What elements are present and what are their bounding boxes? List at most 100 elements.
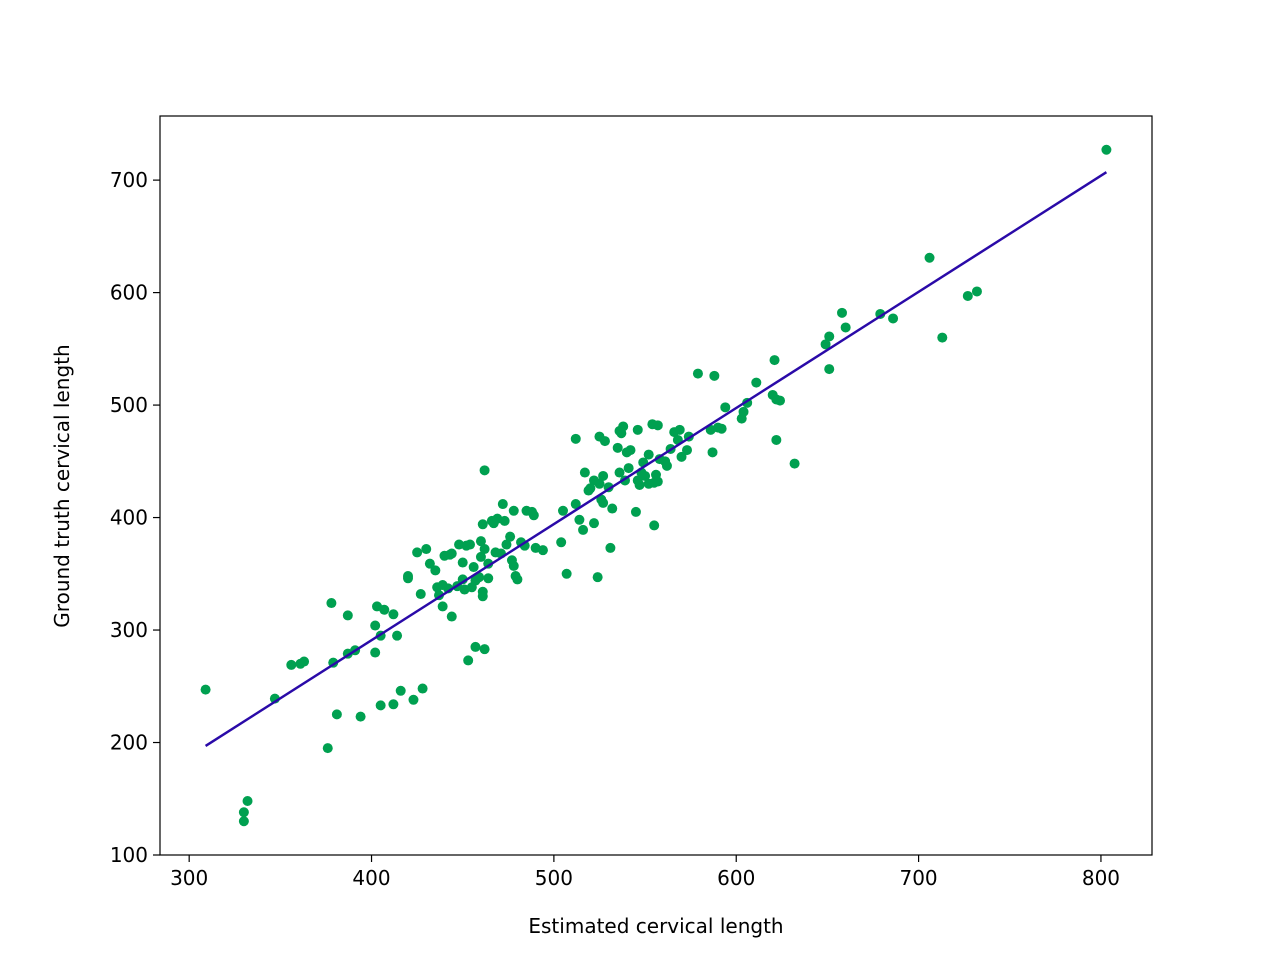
y-tick-label: 700 xyxy=(110,168,148,192)
data-point xyxy=(388,609,399,620)
data-point xyxy=(342,610,353,621)
data-point xyxy=(820,339,831,350)
data-point xyxy=(415,589,426,600)
data-point xyxy=(570,499,581,510)
data-point xyxy=(623,463,634,474)
y-tick-label: 100 xyxy=(110,843,148,867)
data-point xyxy=(682,445,692,456)
data-point xyxy=(424,558,435,569)
data-point xyxy=(707,447,718,458)
data-point xyxy=(652,476,663,487)
data-point xyxy=(579,467,590,478)
data-point xyxy=(769,355,780,366)
data-point xyxy=(585,483,596,494)
data-point xyxy=(468,562,479,573)
y-tick-label: 200 xyxy=(110,731,148,755)
data-point xyxy=(775,395,785,406)
data-point xyxy=(558,505,568,516)
data-point xyxy=(556,537,567,548)
data-point xyxy=(570,433,581,444)
data-point xyxy=(751,377,762,388)
data-point xyxy=(720,402,731,413)
data-point xyxy=(388,699,399,710)
data-point xyxy=(505,531,516,542)
data-point xyxy=(475,551,486,562)
data-point xyxy=(618,421,629,432)
data-point xyxy=(497,499,508,510)
data-point xyxy=(238,816,249,827)
data-point xyxy=(537,545,548,556)
y-axis-label: Ground truth cervical length xyxy=(50,344,74,627)
data-point xyxy=(561,568,572,579)
data-point xyxy=(465,539,475,550)
data-point xyxy=(578,524,589,535)
data-point xyxy=(676,451,687,462)
data-point xyxy=(475,536,486,547)
data-point xyxy=(437,601,448,612)
data-point xyxy=(508,505,519,516)
data-point xyxy=(421,544,432,555)
data-point xyxy=(888,313,899,324)
data-point xyxy=(286,659,297,670)
data-point xyxy=(370,620,381,631)
data-point xyxy=(692,368,703,379)
x-tick-label: 500 xyxy=(535,866,573,890)
data-point xyxy=(649,520,660,531)
data-point xyxy=(661,460,672,471)
x-tick-label: 300 xyxy=(170,866,208,890)
data-point xyxy=(1101,144,1112,155)
data-point xyxy=(508,560,519,571)
data-point xyxy=(499,515,510,526)
data-point xyxy=(594,478,605,489)
data-point xyxy=(479,465,490,476)
data-point xyxy=(446,548,457,559)
data-point xyxy=(652,420,663,431)
data-point xyxy=(924,252,935,263)
data-point xyxy=(430,565,441,576)
data-point xyxy=(605,542,616,553)
data-point xyxy=(355,711,366,722)
data-point xyxy=(412,547,423,558)
data-point xyxy=(598,497,609,508)
data-point xyxy=(479,644,490,655)
x-tick-label: 600 xyxy=(717,866,755,890)
data-point xyxy=(709,370,720,381)
data-point xyxy=(738,406,749,417)
data-point xyxy=(200,684,211,695)
data-point xyxy=(326,598,337,609)
data-point xyxy=(632,424,643,435)
data-point xyxy=(937,332,948,343)
y-tick-label: 600 xyxy=(110,281,148,305)
data-point xyxy=(457,557,468,568)
data-point xyxy=(512,574,523,585)
data-point xyxy=(470,641,481,652)
data-point xyxy=(789,458,800,469)
fit-line-layer xyxy=(204,171,1108,747)
data-point xyxy=(463,655,474,666)
data-point xyxy=(322,743,333,754)
data-point xyxy=(242,796,253,807)
data-point xyxy=(299,656,310,667)
data-point xyxy=(589,518,599,529)
data-point xyxy=(483,573,494,584)
data-point xyxy=(370,647,381,658)
x-axis: 300 400 500 600 700 800 xyxy=(170,855,1120,890)
x-tick-label: 800 xyxy=(1082,866,1120,890)
data-point xyxy=(640,470,651,481)
data-point xyxy=(479,544,490,555)
data-point xyxy=(395,685,406,696)
data-point xyxy=(607,503,618,514)
data-point xyxy=(331,709,342,720)
data-point xyxy=(599,436,610,447)
data-point xyxy=(446,611,457,622)
data-point xyxy=(501,539,512,550)
data-point xyxy=(840,322,851,333)
data-point xyxy=(643,449,654,460)
data-point xyxy=(403,573,413,584)
data-point xyxy=(417,683,428,694)
data-point xyxy=(614,467,625,478)
data-point xyxy=(971,286,982,297)
x-axis-label: Estimated cervical length xyxy=(528,914,783,938)
data-point xyxy=(824,331,835,342)
